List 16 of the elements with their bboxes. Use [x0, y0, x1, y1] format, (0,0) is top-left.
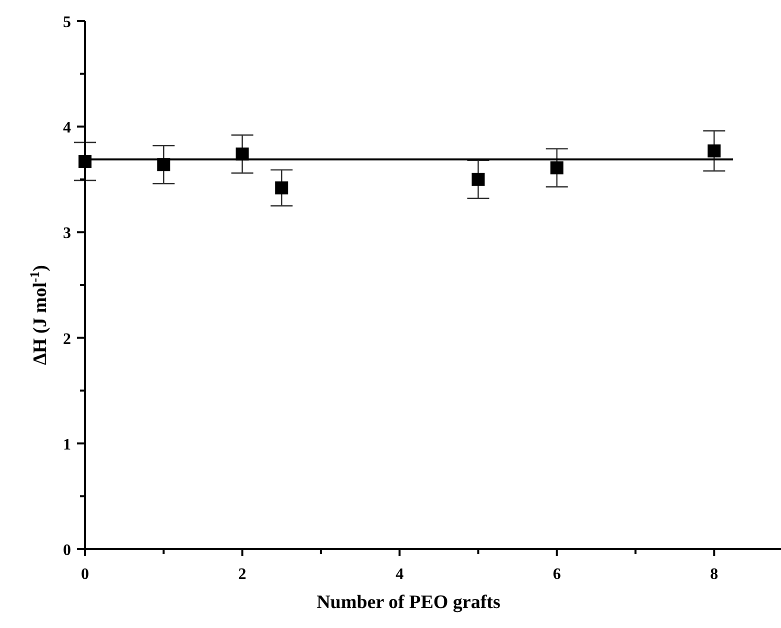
x-tick-label: 2 [238, 566, 246, 583]
x-axis-title: Number of PEO grafts [316, 592, 500, 613]
y-tick-label: 1 [63, 436, 71, 454]
x-tick-label: 4 [396, 566, 404, 583]
y-tick-label: 4 [63, 120, 71, 137]
point [550, 161, 564, 174]
x-tick-label: 6 [552, 566, 561, 583]
point [472, 172, 485, 186]
point [708, 144, 721, 158]
point [275, 181, 288, 194]
y-tick-label: 3 [63, 225, 71, 242]
x-tick-label: 0 [81, 566, 89, 583]
y-tick-label: 2 [63, 330, 71, 348]
x-tick-label: 8 [710, 566, 718, 583]
y-tick-label: 0 [63, 542, 71, 559]
y-tick-label: 5 [63, 14, 71, 31]
